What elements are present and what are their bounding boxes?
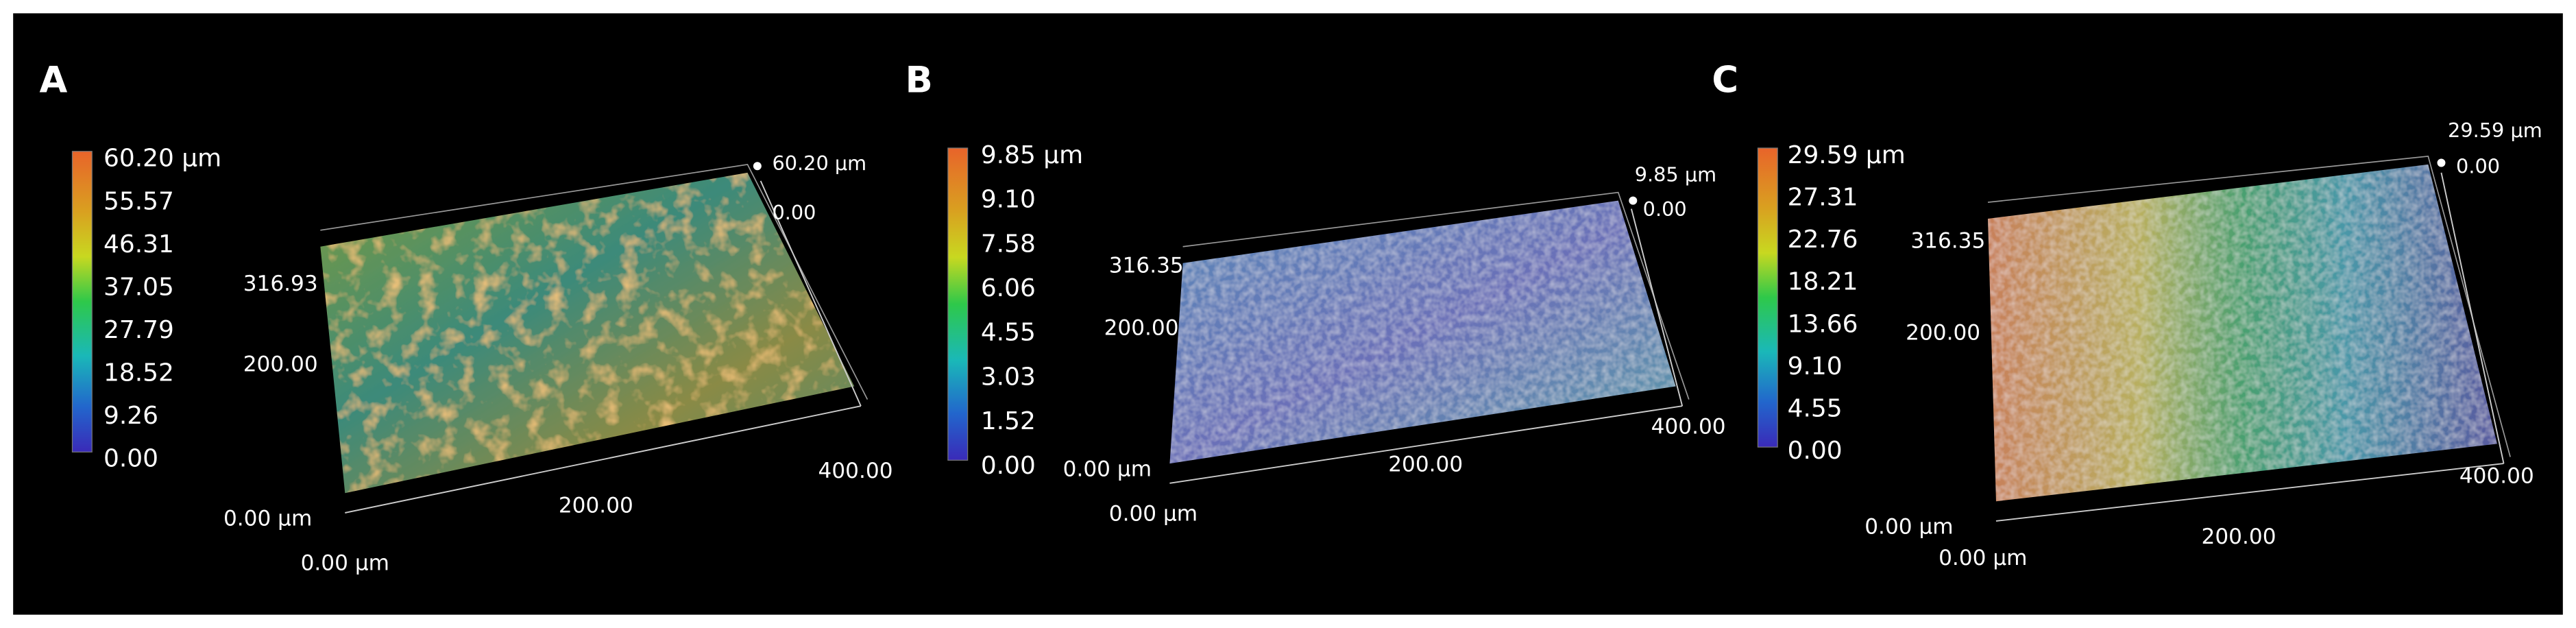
- y-axis-label: 316.93: [243, 271, 318, 296]
- panel-label: C: [1712, 60, 1738, 101]
- surface: [1987, 164, 2497, 502]
- colorbar-label: 18.52: [104, 359, 174, 387]
- x-axis-label: 200.00: [1388, 452, 1463, 476]
- y-axis-label: 0.00 µm: [223, 507, 312, 531]
- x-axis: [1995, 463, 2504, 522]
- y-axis-label: 316.35: [1910, 229, 1985, 254]
- z-marker: [753, 162, 762, 171]
- z-top-label: 29.59 µm: [2448, 119, 2542, 142]
- frame: [1182, 191, 1690, 400]
- y-axis: [760, 180, 862, 407]
- colorbar-label: 9.10: [981, 186, 1036, 214]
- z-bottom-label: 0.00: [2456, 155, 2500, 178]
- colorbar-label: 0.00: [1788, 437, 1843, 465]
- x-axis-label: 400.00: [1651, 414, 1726, 439]
- x-axis-label: 400.00: [818, 459, 893, 483]
- z-top-label: 9.85 µm: [1635, 163, 1716, 186]
- panel-label: A: [40, 60, 68, 101]
- panel-label: B: [906, 60, 933, 101]
- y-axis-label: 200.00: [243, 352, 318, 376]
- colorbar-label: 1.52: [981, 407, 1036, 435]
- y-axis-label: 316.35: [1109, 253, 1184, 278]
- colorbar-label: 55.57: [104, 187, 174, 215]
- colorbar-label: 0.00: [981, 452, 1036, 480]
- colorbar-label: 37.05: [104, 273, 174, 301]
- colorbar: [71, 151, 93, 452]
- colorbar-label: 29.59 µm: [1788, 141, 1906, 169]
- frame: [1987, 156, 2511, 457]
- colorbar-label: 4.55: [981, 319, 1036, 347]
- colorbar-label: 3.03: [981, 363, 1036, 391]
- y-axis-label: 200.00: [1104, 316, 1179, 341]
- colorbar-label: 27.31: [1788, 184, 1858, 212]
- x-axis-label: 0.00 µm: [1109, 501, 1198, 526]
- x-axis: [1169, 405, 1683, 484]
- colorbar-label: 46.31: [104, 230, 174, 258]
- colorbar-label: 22.76: [1788, 226, 1858, 254]
- colorbar: [1757, 147, 1778, 448]
- colorbar-label: 13.66: [1788, 310, 1858, 338]
- z-bottom-label: 0.00: [1643, 197, 1687, 221]
- y-axis-label: 200.00: [1906, 321, 1980, 346]
- colorbar-label: 60.20 µm: [104, 145, 221, 173]
- surface: [320, 172, 855, 494]
- colorbar-label: 0.00: [104, 445, 158, 473]
- colorbar-label: 7.58: [981, 230, 1036, 258]
- z-top-label: 60.20 µm: [772, 152, 866, 175]
- surface: [1169, 200, 1676, 464]
- frame: [320, 163, 868, 400]
- x-axis-label: 200.00: [559, 493, 633, 518]
- y-axis: [1630, 208, 1684, 407]
- colorbar-label: 6.06: [981, 274, 1036, 302]
- y-axis-label: 0.00 µm: [1864, 515, 1953, 540]
- colorbar: [947, 147, 969, 461]
- z-marker: [2437, 158, 2446, 167]
- x-axis-label: 0.00 µm: [1939, 546, 2027, 570]
- z-bottom-label: 0.00: [772, 201, 816, 224]
- x-axis-label: 200.00: [2202, 524, 2276, 549]
- colorbar-label: 9.10: [1788, 352, 1843, 381]
- x-axis-label: 400.00: [2459, 463, 2534, 488]
- y-axis-label: 0.00 µm: [1063, 457, 1152, 482]
- colorbar-label: 9.26: [104, 402, 158, 430]
- colorbar-label: 4.55: [1788, 394, 1843, 422]
- colorbar-label: 27.79: [104, 316, 174, 344]
- x-axis-label: 0.00 µm: [301, 551, 389, 575]
- y-axis: [2440, 172, 2505, 464]
- z-marker: [1629, 196, 1638, 205]
- colorbar-label: 9.85 µm: [981, 141, 1083, 169]
- x-axis: [345, 405, 862, 514]
- colorbar-label: 18.21: [1788, 268, 1858, 296]
